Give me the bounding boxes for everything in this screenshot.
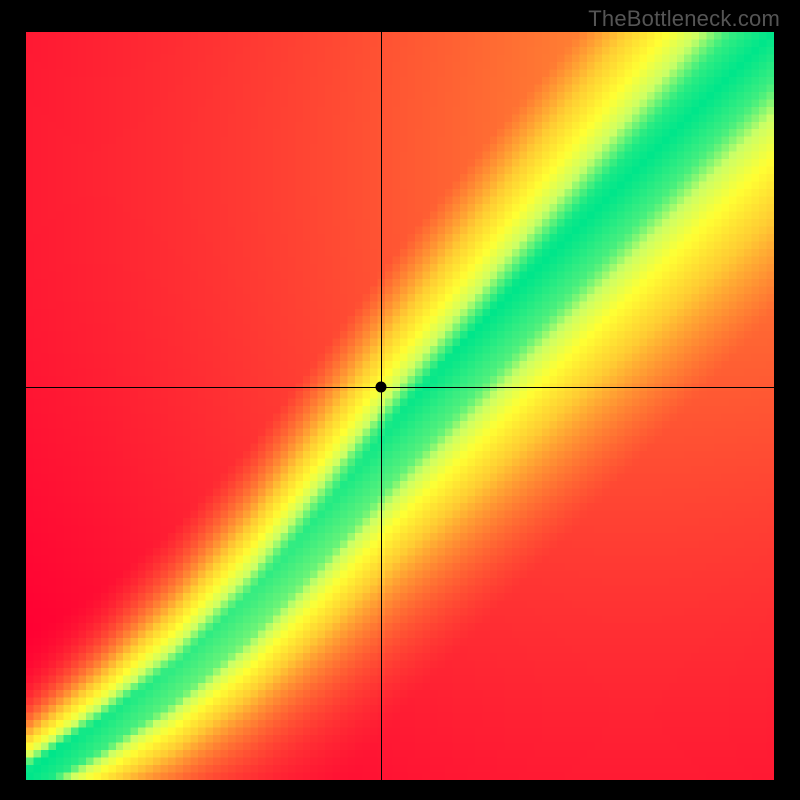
watermark-text: TheBottleneck.com — [588, 6, 780, 32]
crosshair-marker-dot — [376, 382, 387, 393]
crosshair-vertical — [381, 32, 382, 780]
crosshair-horizontal — [26, 387, 774, 388]
heatmap-canvas — [26, 32, 774, 780]
heatmap-plot — [26, 32, 774, 780]
